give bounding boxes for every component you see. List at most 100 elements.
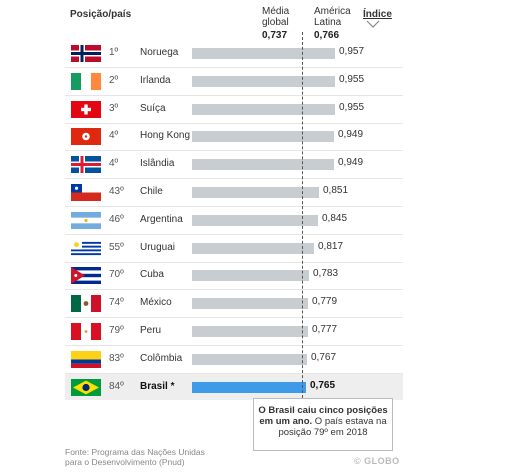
country-label: Islândia xyxy=(140,158,175,169)
latin-america-reference-line xyxy=(302,32,303,398)
country-label: Uruguai xyxy=(140,242,176,253)
mexico-flag-icon xyxy=(71,295,101,312)
bar xyxy=(192,354,307,365)
value-label: 0,779 xyxy=(312,296,338,307)
latin-america-label-line1: América xyxy=(314,6,351,17)
bar xyxy=(192,326,308,337)
value-label: 0,845 xyxy=(322,213,348,224)
value-label: 0,949 xyxy=(338,157,364,168)
rank-label: 84º xyxy=(109,381,124,392)
value-label: 0,777 xyxy=(312,324,338,335)
country-label: Colômbia xyxy=(140,353,183,364)
table-row: 3º Suíça 0,955 xyxy=(65,96,403,122)
latin-america-value: 0,766 xyxy=(314,30,340,41)
brazil-flag-icon xyxy=(71,379,101,396)
row-divider xyxy=(65,178,403,179)
value-label: 0,949 xyxy=(338,129,364,140)
source-text: Fonte: Programa das Nações Unidas para o… xyxy=(65,447,205,467)
value-label: 0,851 xyxy=(323,185,349,196)
bar xyxy=(192,159,334,170)
value-label: 0,765 xyxy=(310,380,336,391)
rank-label: 55º xyxy=(109,242,124,253)
row-divider xyxy=(65,317,403,318)
bar xyxy=(192,76,335,87)
global-average-label-line1: Média xyxy=(262,6,290,17)
country-label: Irlanda xyxy=(140,75,171,86)
rank-label: 4º xyxy=(109,158,119,169)
rank-label: 3º xyxy=(109,103,119,114)
row-divider xyxy=(65,95,403,96)
bar xyxy=(192,382,306,393)
rank-label: 46º xyxy=(109,214,124,225)
rank-label: 83º xyxy=(109,353,124,364)
value-label: 0,955 xyxy=(339,74,365,85)
bar xyxy=(192,243,314,254)
switzerland-flag-icon xyxy=(71,101,101,118)
norway-flag-icon xyxy=(71,45,101,62)
value-label: 0,817 xyxy=(318,241,344,252)
latin-america-label: América Latina xyxy=(314,6,351,28)
uruguay-flag-icon xyxy=(71,240,101,257)
globo-logo: © GLOBO xyxy=(354,456,400,466)
value-label: 0,955 xyxy=(339,102,365,113)
bar xyxy=(192,187,319,198)
country-label: México xyxy=(140,297,172,308)
row-divider xyxy=(65,345,403,346)
value-label: 0,957 xyxy=(339,46,365,57)
country-label: Argentina xyxy=(140,214,183,225)
country-label: Brasil * xyxy=(140,381,175,392)
country-label: Peru xyxy=(140,325,162,336)
column-header-index[interactable]: Índice xyxy=(363,9,392,20)
global-average-label-line2: global xyxy=(262,17,289,28)
row-divider xyxy=(65,123,403,124)
bar xyxy=(192,104,335,115)
latin-america-label-line2: Latina xyxy=(314,17,342,28)
country-label: Noruega xyxy=(140,47,179,58)
chevron-down-icon[interactable] xyxy=(366,20,380,28)
table-row: 55º Uruguai 0,817 xyxy=(65,235,403,261)
table-row: 70º Cuba 0,783 xyxy=(65,262,403,288)
rank-label: 4º xyxy=(109,130,119,141)
row-divider xyxy=(65,289,403,290)
rank-label: 70º xyxy=(109,269,124,280)
row-divider xyxy=(65,262,403,263)
row-divider xyxy=(65,206,403,207)
note-text: O país estava na posição 79º em 2018 xyxy=(278,416,387,438)
global-average-value: 0,737 xyxy=(262,30,288,41)
table-row: 83º Colômbia 0,767 xyxy=(65,346,403,372)
brazil-note-box: O Brasil caiu cinco posições em um ano. … xyxy=(253,398,393,451)
hong-kong-flag-icon xyxy=(71,128,101,145)
table-row: 2º Irlanda 0,955 xyxy=(65,68,403,94)
table-row: 4º Islândia 0,949 xyxy=(65,151,403,177)
table-row: 79º Peru 0,777 xyxy=(65,318,403,344)
bar xyxy=(192,270,309,281)
value-label: 0,767 xyxy=(311,352,337,363)
cuba-flag-icon xyxy=(71,267,101,284)
row-divider xyxy=(65,150,403,151)
table-row: 84º Brasil * 0,765 xyxy=(65,374,403,400)
global-average-label: Média global xyxy=(262,6,289,28)
ireland-flag-icon xyxy=(71,73,101,90)
country-label: Hong Kong xyxy=(140,130,191,141)
table-row: 74º México 0,779 xyxy=(65,290,403,316)
rank-label: 1º xyxy=(109,47,119,58)
bar xyxy=(192,298,308,309)
note-bold-text: O Brasil caiu cinco posições em um ano. xyxy=(258,405,388,427)
argentina-flag-icon xyxy=(71,212,101,229)
bar xyxy=(192,215,318,226)
rank-label: 43º xyxy=(109,186,124,197)
row-divider xyxy=(65,67,403,68)
table-row: 4º Hong Kong 0,949 xyxy=(65,123,403,149)
value-label: 0,783 xyxy=(313,268,339,279)
country-label: Chile xyxy=(140,186,163,197)
table-row: 1º Noruega 0,957 xyxy=(65,40,403,66)
country-label: Cuba xyxy=(140,269,164,280)
peru-flag-icon xyxy=(71,323,101,340)
bar xyxy=(192,131,334,142)
row-divider xyxy=(65,373,403,374)
row-divider xyxy=(65,234,403,235)
source-line1: Fonte: Programa das Nações Unidas xyxy=(65,447,205,457)
country-label: Suíça xyxy=(140,103,166,114)
source-line2: para o Desenvolvimento (Pnud) xyxy=(65,457,185,467)
colombia-flag-icon xyxy=(71,351,101,368)
